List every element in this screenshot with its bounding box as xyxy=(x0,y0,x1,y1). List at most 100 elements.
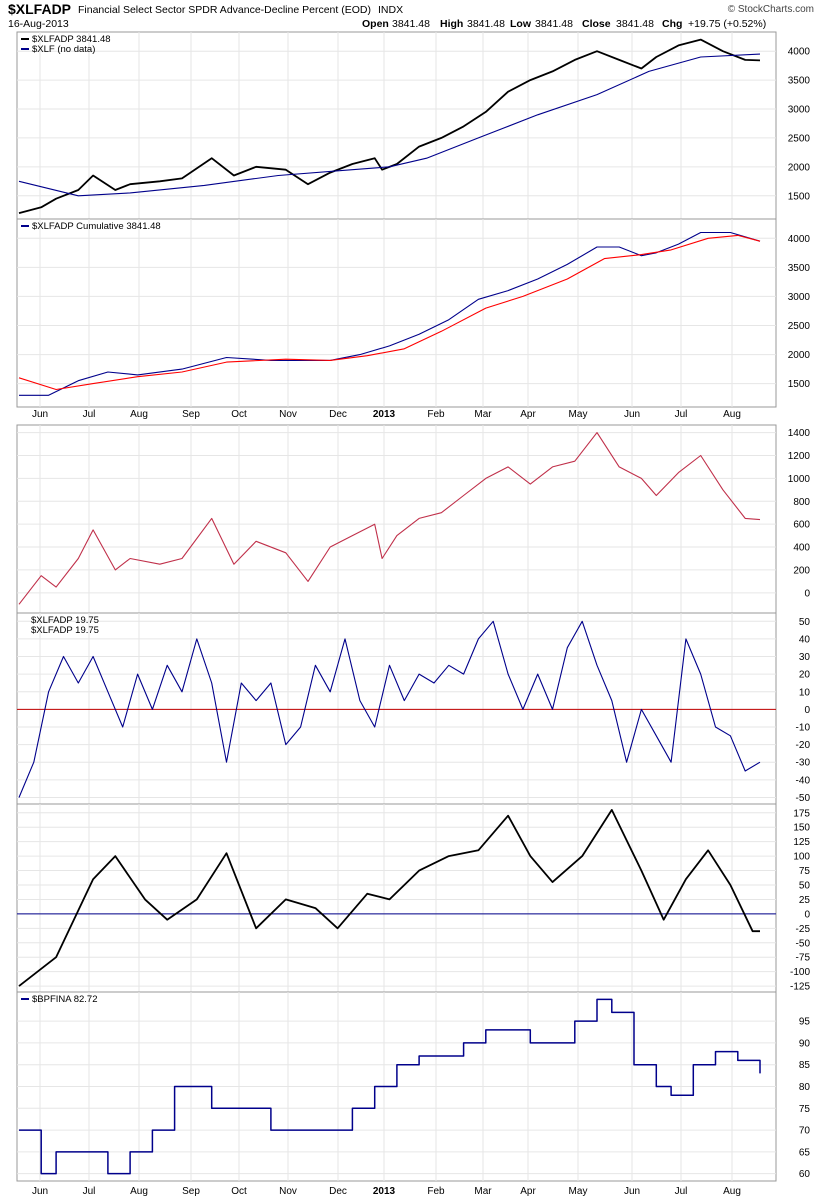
y-tick-label: 3500 xyxy=(788,76,811,87)
series-line--xlfadp-cumulative xyxy=(19,231,761,396)
y-tick-label: 1000 xyxy=(788,474,811,485)
y-tick-label: 30 xyxy=(799,652,811,663)
x-tick-label: Mar xyxy=(474,409,492,420)
y-tick-label: 10 xyxy=(799,687,811,698)
x-tick-label: Aug xyxy=(723,1186,741,1197)
chart-exchange: INDX xyxy=(378,4,403,16)
panel-price: 1500 2000 2500 3000 3500 4000 $XLFADP 3841.48$… xyxy=(16,31,811,220)
x-tick-label: Jun xyxy=(32,1186,48,1197)
y-tick-label: 0 xyxy=(804,588,810,599)
y-tick-label: 150 xyxy=(793,823,810,834)
x-tick-label: May xyxy=(569,1186,588,1197)
y-tick-label: 25 xyxy=(799,895,811,906)
y-tick-label: 175 xyxy=(793,808,810,819)
x-tick-label: Nov xyxy=(279,409,297,420)
low-label: Low xyxy=(510,18,532,30)
x-tick-label: Aug xyxy=(130,409,148,420)
y-tick-label: -40 xyxy=(796,775,811,786)
close-label: Close xyxy=(582,18,611,30)
y-tick-label: 75 xyxy=(799,866,811,877)
chart-symbol: $XLFADP xyxy=(8,1,71,17)
series-line--xlfadp xyxy=(18,620,761,798)
x-tick-label: Apr xyxy=(520,409,536,420)
y-tick-label: 800 xyxy=(793,497,810,508)
y-tick-label: 3000 xyxy=(788,105,811,116)
open-value: 3841.48 xyxy=(392,18,430,30)
y-tick-label: 600 xyxy=(793,520,810,531)
y-tick-label: 50 xyxy=(799,617,811,628)
series-line-moving-average xyxy=(18,53,761,197)
y-tick-label: -50 xyxy=(796,793,811,804)
x-tick-label: Oct xyxy=(231,409,247,420)
y-tick-label: 1500 xyxy=(788,379,811,390)
x-tick-label: 2013 xyxy=(373,409,396,420)
x-tick-label: Jul xyxy=(675,1186,688,1197)
brand-label[interactable]: © StockCharts.com xyxy=(728,4,814,15)
panel-daily: -50 -40 -30 -20 -10 0 10 20 30 40 50 $XLFADP 19.75$… xyxy=(16,612,811,805)
y-tick-label: 0 xyxy=(804,909,810,920)
y-tick-label: 0 xyxy=(804,705,810,716)
y-tick-label: 20 xyxy=(799,670,811,681)
y-tick-label: 100 xyxy=(793,852,810,863)
open-label: Open xyxy=(362,18,389,30)
y-tick-label: 95 xyxy=(799,1017,811,1028)
legend-entry: $BPFINA 82.72 xyxy=(32,994,97,1005)
x-tick-label: 2013 xyxy=(373,1186,396,1197)
x-tick-label: Jun xyxy=(32,409,48,420)
y-tick-label: 4000 xyxy=(788,47,811,58)
panel-bpi: 60 65 70 75 80 85 90 95 $BPFINA 82.72 xyxy=(16,991,811,1182)
y-tick-label: -75 xyxy=(796,953,811,964)
legend-entry: $XLFADP Cumulative 3841.48 xyxy=(32,221,161,232)
y-tick-label: 1400 xyxy=(788,428,811,439)
close-value: 3841.48 xyxy=(616,18,654,30)
y-tick-label: 90 xyxy=(799,1038,811,1049)
panel-frame xyxy=(16,803,777,993)
low-value: 3841.48 xyxy=(535,18,573,30)
y-tick-label: 40 xyxy=(799,634,811,645)
series-line-moving-average xyxy=(18,234,761,391)
y-tick-label: 200 xyxy=(793,565,810,576)
y-tick-label: 2000 xyxy=(788,162,811,173)
panel-frame xyxy=(16,612,777,805)
y-tick-label: 3500 xyxy=(788,263,811,274)
x-tick-label: Feb xyxy=(427,409,445,420)
y-tick-label: 400 xyxy=(793,543,810,554)
y-tick-label: 2500 xyxy=(788,133,811,144)
panel-cumulative: 1500 2000 2500 3000 3500 4000 $XLFADP Cumulati… xyxy=(16,218,811,408)
y-tick-label: -30 xyxy=(796,758,811,769)
x-tick-label: Jun xyxy=(624,409,640,420)
chart-description: Financial Select Sector SPDR Advance-Dec… xyxy=(78,4,371,16)
chart-date: 16-Aug-2013 xyxy=(8,18,69,30)
y-tick-label: 75 xyxy=(799,1104,811,1115)
x-tick-label: Jul xyxy=(675,409,688,420)
y-tick-label: -20 xyxy=(796,740,811,751)
y-tick-label: -125 xyxy=(790,982,810,993)
y-tick-label: -10 xyxy=(796,723,811,734)
y-tick-label: 125 xyxy=(793,837,810,848)
legend-entry: $XLFADP 3841.48 xyxy=(32,34,111,45)
y-tick-label: 4000 xyxy=(788,234,811,245)
chg-value: +19.75 (+0.52%) xyxy=(688,18,766,30)
x-tick-label: Aug xyxy=(130,1186,148,1197)
x-tick-label: Nov xyxy=(279,1186,297,1197)
y-tick-label: 3000 xyxy=(788,292,811,303)
legend-entry: $XLFADP 19.75 xyxy=(31,615,99,626)
y-tick-label: 60 xyxy=(799,1169,811,1180)
y-tick-label: 1500 xyxy=(788,191,811,202)
x-tick-label: Oct xyxy=(231,1186,247,1197)
y-tick-label: 80 xyxy=(799,1082,811,1093)
x-tick-label: Dec xyxy=(329,1186,347,1197)
high-value: 3841.48 xyxy=(467,18,505,30)
x-tick-label: Aug xyxy=(723,409,741,420)
panel-oscillator: 0 200 400 600 800 1000 1200 1400 xyxy=(16,424,811,614)
panel-momentum: -125 -100 -75 -50 -25 0 25 50 75 100 125 150 175 xyxy=(16,803,811,993)
y-tick-label: 65 xyxy=(799,1147,811,1158)
panel-frame xyxy=(16,31,777,220)
x-tick-label: May xyxy=(569,409,588,420)
x-tick-label: Feb xyxy=(427,1186,445,1197)
y-tick-label: 2000 xyxy=(788,350,811,361)
series-line-oscillator xyxy=(18,432,761,605)
series-line--bpfina xyxy=(19,998,761,1175)
